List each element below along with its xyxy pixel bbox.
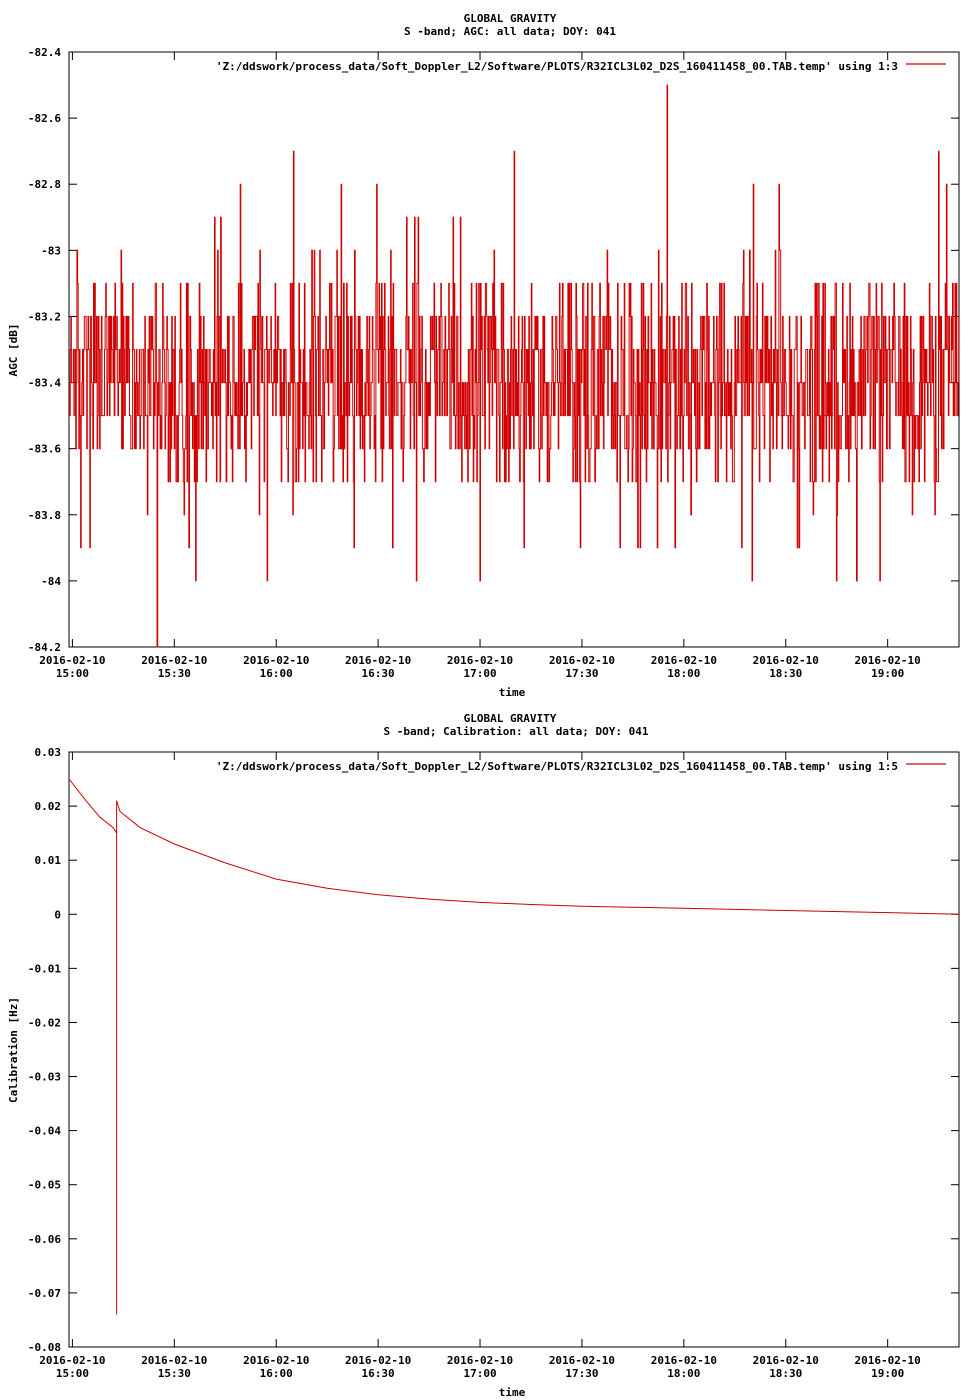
agc-x-tick-date: 2016-02-10: [141, 654, 207, 667]
calibration-x-tick-date: 2016-02-10: [651, 1354, 717, 1367]
calibration-x-tick-date: 2016-02-10: [549, 1354, 615, 1367]
calibration-x-axis: 2016-02-1015:002016-02-1015:302016-02-10…: [39, 752, 921, 1380]
agc-x-tick-date: 2016-02-10: [651, 654, 717, 667]
agc-y-tick-label: -83.4: [28, 377, 61, 390]
agc-x-tick-time: 17:30: [565, 667, 598, 680]
agc-x-tick-date: 2016-02-10: [39, 654, 105, 667]
agc-x-tick-date: 2016-02-10: [447, 654, 513, 667]
agc-y-tick-label: -82.8: [28, 178, 61, 191]
calibration-chart-subtitle: S -band; Calibration: all data; DOY: 041: [384, 725, 649, 738]
agc-x-tick-time: 17:00: [463, 667, 496, 680]
agc-y-tick-label: -82.6: [28, 112, 61, 125]
agc-x-tick-time: 16:30: [362, 667, 395, 680]
agc-x-tick-date: 2016-02-10: [855, 654, 921, 667]
calibration-x-tick-time: 16:30: [362, 1367, 395, 1380]
calibration-y-tick-label: -0.01: [28, 962, 61, 975]
calibration-series-line: [68, 778, 960, 1315]
agc-chart-subtitle: S -band; AGC: all data; DOY: 041: [404, 25, 616, 38]
agc-chart: GLOBAL GRAVITY S -band; AGC: all data; D…: [7, 12, 960, 699]
calibration-x-tick-date: 2016-02-10: [243, 1354, 309, 1367]
agc-x-tick-time: 18:30: [769, 667, 802, 680]
calibration-x-tick-date: 2016-02-10: [141, 1354, 207, 1367]
calibration-y-tick-label: -0.06: [28, 1233, 61, 1246]
calibration-y-axis: 0.03 0.02 0.01 0 -0.01 -0.02 -0.03 -0.04 -0.05 -0…: [28, 746, 959, 1354]
calibration-x-axis-label: time: [499, 1386, 526, 1399]
agc-legend-label: 'Z:/ddswork/process_data/Soft_Doppler_L2…: [216, 60, 898, 73]
calibration-x-tick-date: 2016-02-10: [855, 1354, 921, 1367]
agc-legend: 'Z:/ddswork/process_data/Soft_Doppler_L2…: [216, 60, 946, 73]
calibration-x-tick-time: 15:00: [56, 1367, 89, 1380]
calibration-x-tick-time: 17:30: [565, 1367, 598, 1380]
calibration-y-axis-label: Calibration [Hz]: [7, 997, 20, 1103]
calibration-x-tick-date: 2016-02-10: [447, 1354, 513, 1367]
agc-y-tick-label: -83.8: [28, 509, 61, 522]
calibration-y-tick-label: 0: [54, 908, 61, 921]
agc-series-line: [69, 84, 960, 648]
calibration-chart-title: GLOBAL GRAVITY: [464, 712, 557, 725]
calibration-x-tick-time: 15:30: [158, 1367, 191, 1380]
agc-y-axis-label: AGC [dB]: [7, 324, 20, 377]
agc-x-tick-date: 2016-02-10: [549, 654, 615, 667]
calibration-x-tick-time: 18:30: [769, 1367, 802, 1380]
calibration-x-tick-time: 17:00: [463, 1367, 496, 1380]
agc-y-tick-label: -84.2: [28, 641, 61, 654]
calibration-chart: GLOBAL GRAVITY S -band; Calibration: all…: [7, 712, 960, 1399]
calibration-legend: 'Z:/ddswork/process_data/Soft_Doppler_L2…: [216, 760, 946, 773]
calibration-x-tick-time: 19:00: [871, 1367, 904, 1380]
agc-x-tick-time: 16:00: [260, 667, 293, 680]
calibration-y-tick-label: 0.02: [35, 800, 62, 813]
agc-x-tick-time: 15:30: [158, 667, 191, 680]
agc-x-tick-date: 2016-02-10: [345, 654, 411, 667]
agc-y-tick-label: -83.2: [28, 310, 61, 323]
agc-x-tick-date: 2016-02-10: [243, 654, 309, 667]
agc-x-axis-label: time: [499, 686, 526, 699]
agc-y-tick-label: -84: [41, 575, 61, 588]
agc-y-tick-label: -82.4: [28, 46, 61, 59]
calibration-y-tick-label: 0.01: [35, 854, 62, 867]
agc-y-axis: -82.4 -82.6 -82.8 -83 -83.2 -83.4 -83.6 -83.8 -8…: [28, 46, 959, 654]
agc-y-tick-label: -83.6: [28, 443, 61, 456]
agc-x-axis: 2016-02-1015:002016-02-1015:302016-02-10…: [39, 52, 921, 680]
calibration-x-tick-date: 2016-02-10: [753, 1354, 819, 1367]
agc-x-tick-time: 15:00: [56, 667, 89, 680]
agc-y-tick-label: -83: [41, 244, 61, 257]
calibration-x-tick-time: 18:00: [667, 1367, 700, 1380]
agc-x-tick-time: 18:00: [667, 667, 700, 680]
agc-chart-title: GLOBAL GRAVITY: [464, 12, 557, 25]
calibration-legend-label: 'Z:/ddswork/process_data/Soft_Doppler_L2…: [216, 760, 898, 773]
calibration-plot-frame: [68, 751, 960, 1348]
calibration-y-tick-label: -0.04: [28, 1125, 61, 1138]
calibration-y-tick-label: -0.02: [28, 1016, 61, 1029]
calibration-y-tick-label: -0.03: [28, 1071, 61, 1084]
agc-x-tick-date: 2016-02-10: [753, 654, 819, 667]
calibration-y-tick-label: -0.08: [28, 1341, 61, 1354]
calibration-y-tick-label: -0.05: [28, 1179, 61, 1192]
calibration-x-tick-date: 2016-02-10: [345, 1354, 411, 1367]
agc-x-tick-time: 19:00: [871, 667, 904, 680]
calibration-y-tick-label: -0.07: [28, 1287, 61, 1300]
calibration-x-tick-date: 2016-02-10: [39, 1354, 105, 1367]
calibration-x-tick-time: 16:00: [260, 1367, 293, 1380]
calibration-y-tick-label: 0.03: [35, 746, 62, 759]
